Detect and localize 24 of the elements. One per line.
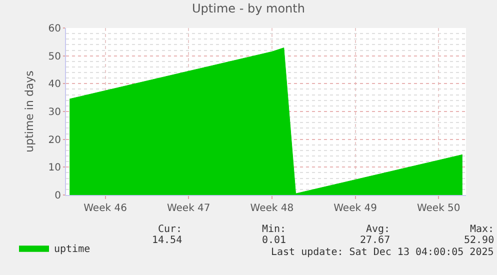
- x-tick-label: Week 46: [84, 203, 127, 214]
- text: 0.01: [262, 235, 286, 246]
- y-axis-title: uptime in days: [22, 70, 36, 152]
- text: 14.54: [152, 235, 182, 246]
- text: Cur:: [158, 224, 182, 235]
- y-tick-label: 10: [48, 162, 61, 174]
- y-tick-label: 60: [48, 24, 61, 34]
- y-tick-label: 0: [54, 190, 61, 202]
- text: Max:: [470, 224, 494, 235]
- text: Avg:: [366, 224, 390, 235]
- text: 27.67: [360, 235, 390, 246]
- y-tick-label: 50: [48, 51, 61, 62]
- x-tick-label: Week 50: [416, 203, 460, 214]
- chart-title: Uptime - by month: [192, 2, 305, 16]
- text: Min:: [262, 224, 286, 235]
- legend-label: uptime: [54, 244, 90, 255]
- x-tick-label: Week 48: [250, 203, 294, 214]
- x-tick-label: Week 47: [166, 203, 210, 214]
- y-tick-label: 20: [48, 134, 61, 146]
- text: 52.90: [464, 235, 494, 246]
- y-tick-label: 40: [48, 79, 61, 90]
- x-tick-label: Week 49: [334, 203, 377, 214]
- y-tick-label: 30: [48, 107, 61, 118]
- text: Last update: Sat Dec 13 04:00:05 2025: [271, 247, 494, 258]
